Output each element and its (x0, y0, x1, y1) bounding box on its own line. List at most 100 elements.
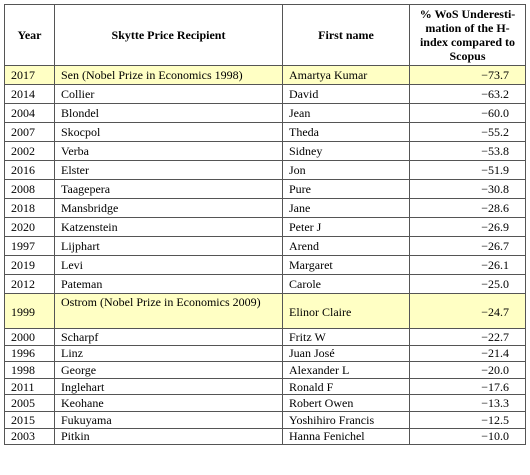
table-cell: 2019 (4, 255, 55, 275)
table-cell: George (54, 361, 283, 379)
table-cell: Mansbridge (54, 198, 283, 218)
table-cell: Elinor Claire (282, 293, 410, 329)
table-cell: −25.0 (409, 274, 526, 294)
table-cell: Amartya Kumar (282, 65, 410, 85)
table-cell: Jean (282, 103, 410, 123)
table-cell: Keohane (54, 394, 283, 412)
table-cell: Fukuyama (54, 410, 283, 429)
table-cell: −13.3 (409, 394, 526, 412)
table-cell: Linz (54, 344, 283, 363)
table-cell: −60.0 (409, 103, 526, 123)
table-row: 2011 Inglehart Ronald F −17.6 (4, 377, 526, 396)
table-cell: −30.8 (409, 179, 526, 199)
table-cell: Katzenstein (54, 217, 283, 237)
table-cell: 1998 (4, 361, 55, 379)
table-cell: Yoshihiro Francis (282, 410, 410, 429)
table-cell: 2020 (4, 217, 55, 237)
table-cell: 2011 (4, 377, 55, 396)
table-row: 2020 Katzenstein Peter J −26.9 (4, 217, 526, 237)
table-cell: Inglehart (54, 377, 283, 396)
table-cell: Collier (54, 84, 283, 104)
table-cell: −22.7 (409, 328, 526, 346)
table-cell: Levi (54, 255, 283, 275)
table-row: 2018 Mansbridge Jane −28.6 (4, 198, 526, 218)
table-cell: 2017 (4, 65, 55, 85)
table-row: 2003 Pitkin Hanna Fenichel −10.0 (4, 427, 526, 446)
table-cell: −28.6 (409, 198, 526, 218)
table-cell: Peter J (282, 217, 410, 237)
table-cell: −12.5 (409, 410, 526, 429)
table-cell: 2012 (4, 274, 55, 294)
table-cell: Ostrom (Nobel Prize in Economics 2009) (54, 293, 283, 329)
table-cell: David (282, 84, 410, 104)
table-cell: 2018 (4, 198, 55, 218)
table-cell: Pure (282, 179, 410, 199)
table-cell: −10.0 (409, 427, 526, 446)
table-row: 1999 Ostrom (Nobel Prize in Economics 200… (4, 293, 526, 329)
table-row: 2002 Verba Sidney −53.8 (4, 141, 526, 161)
table-cell: Blondel (54, 103, 283, 123)
table-cell: −26.7 (409, 236, 526, 256)
header-cell: First name (282, 4, 410, 66)
table-cell: −24.7 (409, 293, 526, 329)
table-cell: Theda (282, 122, 410, 142)
table-cell: 2004 (4, 103, 55, 123)
table-cell: Margaret (282, 255, 410, 275)
table-cell: 1996 (4, 344, 55, 363)
table-cell: −20.0 (409, 361, 526, 379)
table-cell: Verba (54, 141, 283, 161)
table-row: 2000 Scharpf Fritz W −22.7 (4, 328, 526, 346)
table-cell: Juan José (282, 344, 410, 363)
table-row: 2012 Pateman Carole −25.0 (4, 274, 526, 294)
table-cell: 2003 (4, 427, 55, 446)
table-cell: Sen (Nobel Prize in Economics 1998) (54, 65, 283, 85)
table-row: 2014 Collier David −63.2 (4, 84, 526, 104)
table-cell: Lijphart (54, 236, 283, 256)
data-table: Year Skytte Price Recipient First name% Wo… (4, 4, 526, 446)
table-cell: 2002 (4, 141, 55, 161)
table-cell: Sidney (282, 141, 410, 161)
table-row: 2017 Sen (Nobel Prize in Economics 1998) A… (4, 65, 526, 85)
table-body: 2017 Sen (Nobel Prize in Economics 1998) A… (4, 65, 526, 446)
table-cell: 1997 (4, 236, 55, 256)
table-row: 2005 Keohane Robert Owen −13.3 (4, 394, 526, 412)
table-row: 2019 Levi Margaret −26.1 (4, 255, 526, 275)
table-cell: 2015 (4, 410, 55, 429)
table-cell: 2008 (4, 179, 55, 199)
table-cell: Pateman (54, 274, 283, 294)
table-cell: Ronald F (282, 377, 410, 396)
header-cell: % WoS Underesti-mation of the H-index co… (409, 4, 526, 66)
table-cell: 2000 (4, 328, 55, 346)
table-cell: −55.2 (409, 122, 526, 142)
table-cell: Scharpf (54, 328, 283, 346)
table-cell: −21.4 (409, 344, 526, 363)
table-cell: Taagepera (54, 179, 283, 199)
table-cell: 2005 (4, 394, 55, 412)
table-cell: −26.9 (409, 217, 526, 237)
table-cell: 2014 (4, 84, 55, 104)
table-cell: Fritz W (282, 328, 410, 346)
table-row: 1998 George Alexander L −20.0 (4, 361, 526, 379)
table-cell: −26.1 (409, 255, 526, 275)
table-cell: Jane (282, 198, 410, 218)
table-cell: Elster (54, 160, 283, 180)
table-row: 1997 Lijphart Arend −26.7 (4, 236, 526, 256)
table-cell: Robert Owen (282, 394, 410, 412)
table-cell: −53.8 (409, 141, 526, 161)
table-cell: −17.6 (409, 377, 526, 396)
table-cell: 1999 (4, 293, 55, 329)
table-cell: −51.9 (409, 160, 526, 180)
table-row: 1996 Linz Juan José −21.4 (4, 344, 526, 363)
table-row: 2004 Blondel Jean −60.0 (4, 103, 526, 123)
table-cell: Alexander L (282, 361, 410, 379)
header-cell: Skytte Price Recipient (54, 4, 283, 66)
table-cell: −73.7 (409, 65, 526, 85)
header-row: Year Skytte Price Recipient First name% Wo… (4, 4, 526, 66)
table-cell: 2007 (4, 122, 55, 142)
table-row: 2015 Fukuyama Yoshihiro Francis −12.5 (4, 410, 526, 429)
table-row: 2008 Taagepera Pure −30.8 (4, 179, 526, 199)
table-row: 2007 Skocpol Theda −55.2 (4, 122, 526, 142)
table-cell: Skocpol (54, 122, 283, 142)
header-cell: Year (4, 4, 55, 66)
